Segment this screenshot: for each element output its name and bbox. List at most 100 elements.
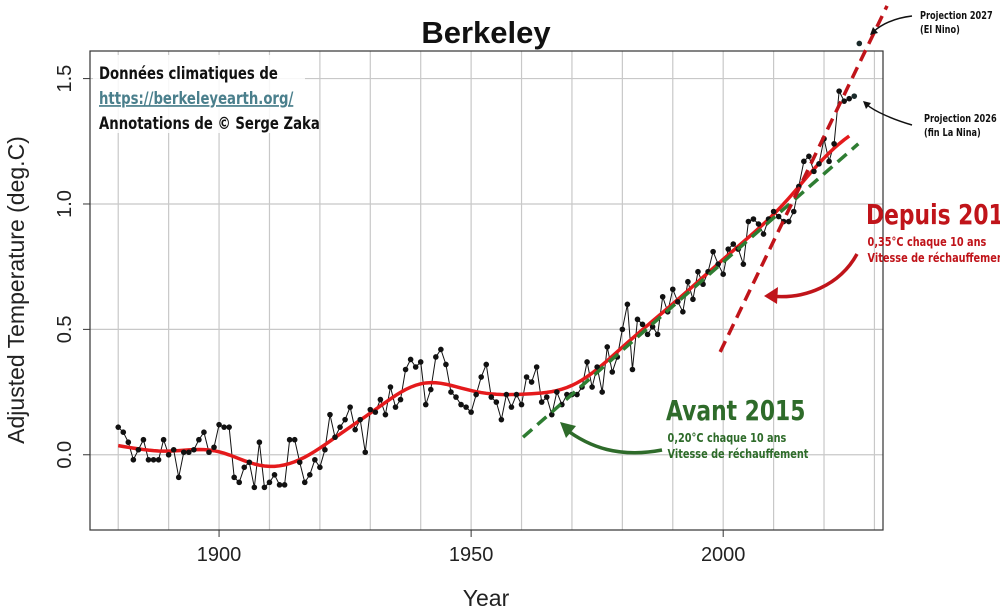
trend-layer <box>521 5 889 439</box>
data-point <box>135 446 142 453</box>
y-axis-label: Adjusted Temperature (deg.C) <box>3 136 29 444</box>
data-point <box>281 482 288 488</box>
smoothed-line <box>117 134 851 469</box>
data-point <box>498 416 505 423</box>
data-point <box>231 474 237 481</box>
axis-ticks: 1900 1950 2000 0.0 0.5 1.0 1.5 <box>54 65 745 566</box>
data-point <box>685 278 691 285</box>
data-point <box>619 326 626 333</box>
data-point <box>745 218 752 225</box>
trend-after-arrowhead <box>764 287 778 304</box>
data-point <box>473 391 479 398</box>
data-point <box>790 208 797 215</box>
data-point <box>392 404 399 410</box>
data-point <box>725 246 732 252</box>
data-point <box>654 331 661 338</box>
data-point <box>458 401 464 408</box>
x-axis-label: Year <box>463 585 510 611</box>
data-point <box>730 241 737 247</box>
data-point <box>680 309 686 315</box>
data-point <box>836 88 842 94</box>
data-point <box>422 401 429 408</box>
data-point <box>801 158 807 165</box>
data-point <box>211 444 217 451</box>
data-point <box>846 95 853 102</box>
data-point <box>322 446 328 453</box>
data-point <box>186 449 192 456</box>
data-point <box>639 321 646 328</box>
data-point <box>690 296 696 303</box>
projection-point <box>851 93 858 99</box>
data-point <box>130 456 137 463</box>
data-point <box>538 399 545 405</box>
data-point <box>710 248 716 255</box>
data-point <box>342 416 348 423</box>
data-point <box>201 429 207 435</box>
trend-before-title: Avant 2015 <box>666 394 805 426</box>
data-point <box>226 424 232 430</box>
data-point <box>649 324 656 330</box>
data-point <box>518 401 525 408</box>
trend-before-arrow <box>562 426 663 455</box>
data-point <box>644 331 651 338</box>
data-point <box>493 399 500 405</box>
data-point <box>785 218 792 225</box>
data-point <box>256 439 263 446</box>
data-point <box>604 344 611 350</box>
data-point <box>160 436 167 443</box>
trend-line-since-2015 <box>718 5 889 353</box>
data-point <box>488 394 495 400</box>
data-point <box>347 404 353 410</box>
y-tick-label: 0.0 <box>54 441 76 469</box>
x-tick-label: 1900 <box>197 544 242 566</box>
data-point <box>402 366 409 373</box>
y-tick-label: 0.5 <box>54 315 76 343</box>
data-point <box>327 411 333 418</box>
data-point <box>427 386 434 393</box>
source-box <box>93 55 305 133</box>
data-point <box>740 261 747 267</box>
data-point <box>438 346 444 353</box>
data-point <box>312 456 318 463</box>
data-point <box>760 231 767 237</box>
y-tick-label: 1.5 <box>54 65 76 93</box>
data-point <box>236 479 243 486</box>
series-layer <box>115 40 863 491</box>
projection-2026-arrowhead <box>863 101 871 109</box>
data-point <box>367 406 374 413</box>
data-point <box>191 446 197 453</box>
data-point <box>115 424 122 430</box>
trend-before-arrowhead <box>560 422 576 438</box>
data-point <box>170 446 177 453</box>
data-point <box>251 484 258 491</box>
source-line-3: Annotations de © Serge Zaka <box>99 113 320 133</box>
data-point <box>468 409 474 415</box>
data-point <box>629 366 636 373</box>
data-point <box>584 359 590 365</box>
source-line-1: Données climatiques de <box>99 63 278 83</box>
trend-line-before-2015 <box>521 142 860 439</box>
data-point <box>377 396 384 403</box>
data-point <box>841 98 847 104</box>
data-point <box>548 411 555 418</box>
data-point <box>291 436 298 443</box>
data-point <box>755 221 762 227</box>
data-point <box>221 424 227 430</box>
x-tick-label: 1950 <box>449 544 494 566</box>
data-point <box>125 439 132 446</box>
source-link[interactable]: https://berkeleyearth.org/ <box>99 88 294 108</box>
data-point <box>478 374 485 380</box>
trend-before-caption: Vitesse de réchauffement <box>668 447 809 461</box>
projection-2027-sublabel: (El Nino) <box>920 24 960 36</box>
data-point <box>362 449 369 456</box>
data-point <box>528 379 535 385</box>
projection-point <box>856 40 863 47</box>
data-point <box>463 404 469 410</box>
data-point <box>266 479 273 486</box>
data-point <box>165 451 172 458</box>
data-point <box>624 301 631 308</box>
data-point <box>826 158 832 165</box>
trend-after-rate: 0,35°C chaque 10 ans <box>868 235 987 249</box>
data-point <box>523 374 530 380</box>
